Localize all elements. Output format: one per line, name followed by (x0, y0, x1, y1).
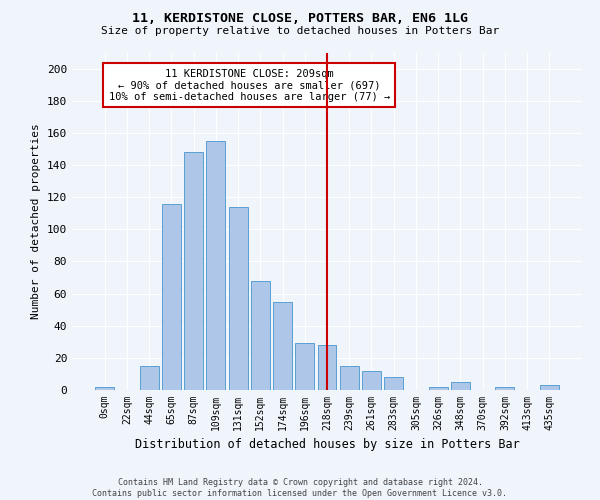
Bar (451, 382, 470, 390)
Bar (184, 152, 203, 390)
Bar (295, 344, 314, 390)
Bar (140, 366, 158, 390)
Bar (251, 280, 270, 390)
Bar (206, 141, 225, 390)
Bar (429, 387, 448, 390)
Bar (273, 302, 292, 390)
X-axis label: Distribution of detached houses by size in Potters Bar: Distribution of detached houses by size … (134, 438, 520, 452)
Bar (340, 366, 359, 390)
Text: Size of property relative to detached houses in Potters Bar: Size of property relative to detached ho… (101, 26, 499, 36)
Bar (162, 204, 181, 390)
Bar (540, 385, 559, 390)
Bar (229, 207, 248, 390)
Bar (496, 387, 514, 390)
Text: 11, KERDISTONE CLOSE, POTTERS BAR, EN6 1LG: 11, KERDISTONE CLOSE, POTTERS BAR, EN6 1… (132, 12, 468, 26)
Bar (95, 387, 114, 390)
Y-axis label: Number of detached properties: Number of detached properties (31, 124, 41, 319)
Bar (362, 370, 381, 390)
Bar (317, 345, 337, 390)
Text: 11 KERDISTONE CLOSE: 209sqm
← 90% of detached houses are smaller (697)
10% of se: 11 KERDISTONE CLOSE: 209sqm ← 90% of det… (109, 68, 390, 102)
Bar (384, 377, 403, 390)
Text: Contains HM Land Registry data © Crown copyright and database right 2024.
Contai: Contains HM Land Registry data © Crown c… (92, 478, 508, 498)
